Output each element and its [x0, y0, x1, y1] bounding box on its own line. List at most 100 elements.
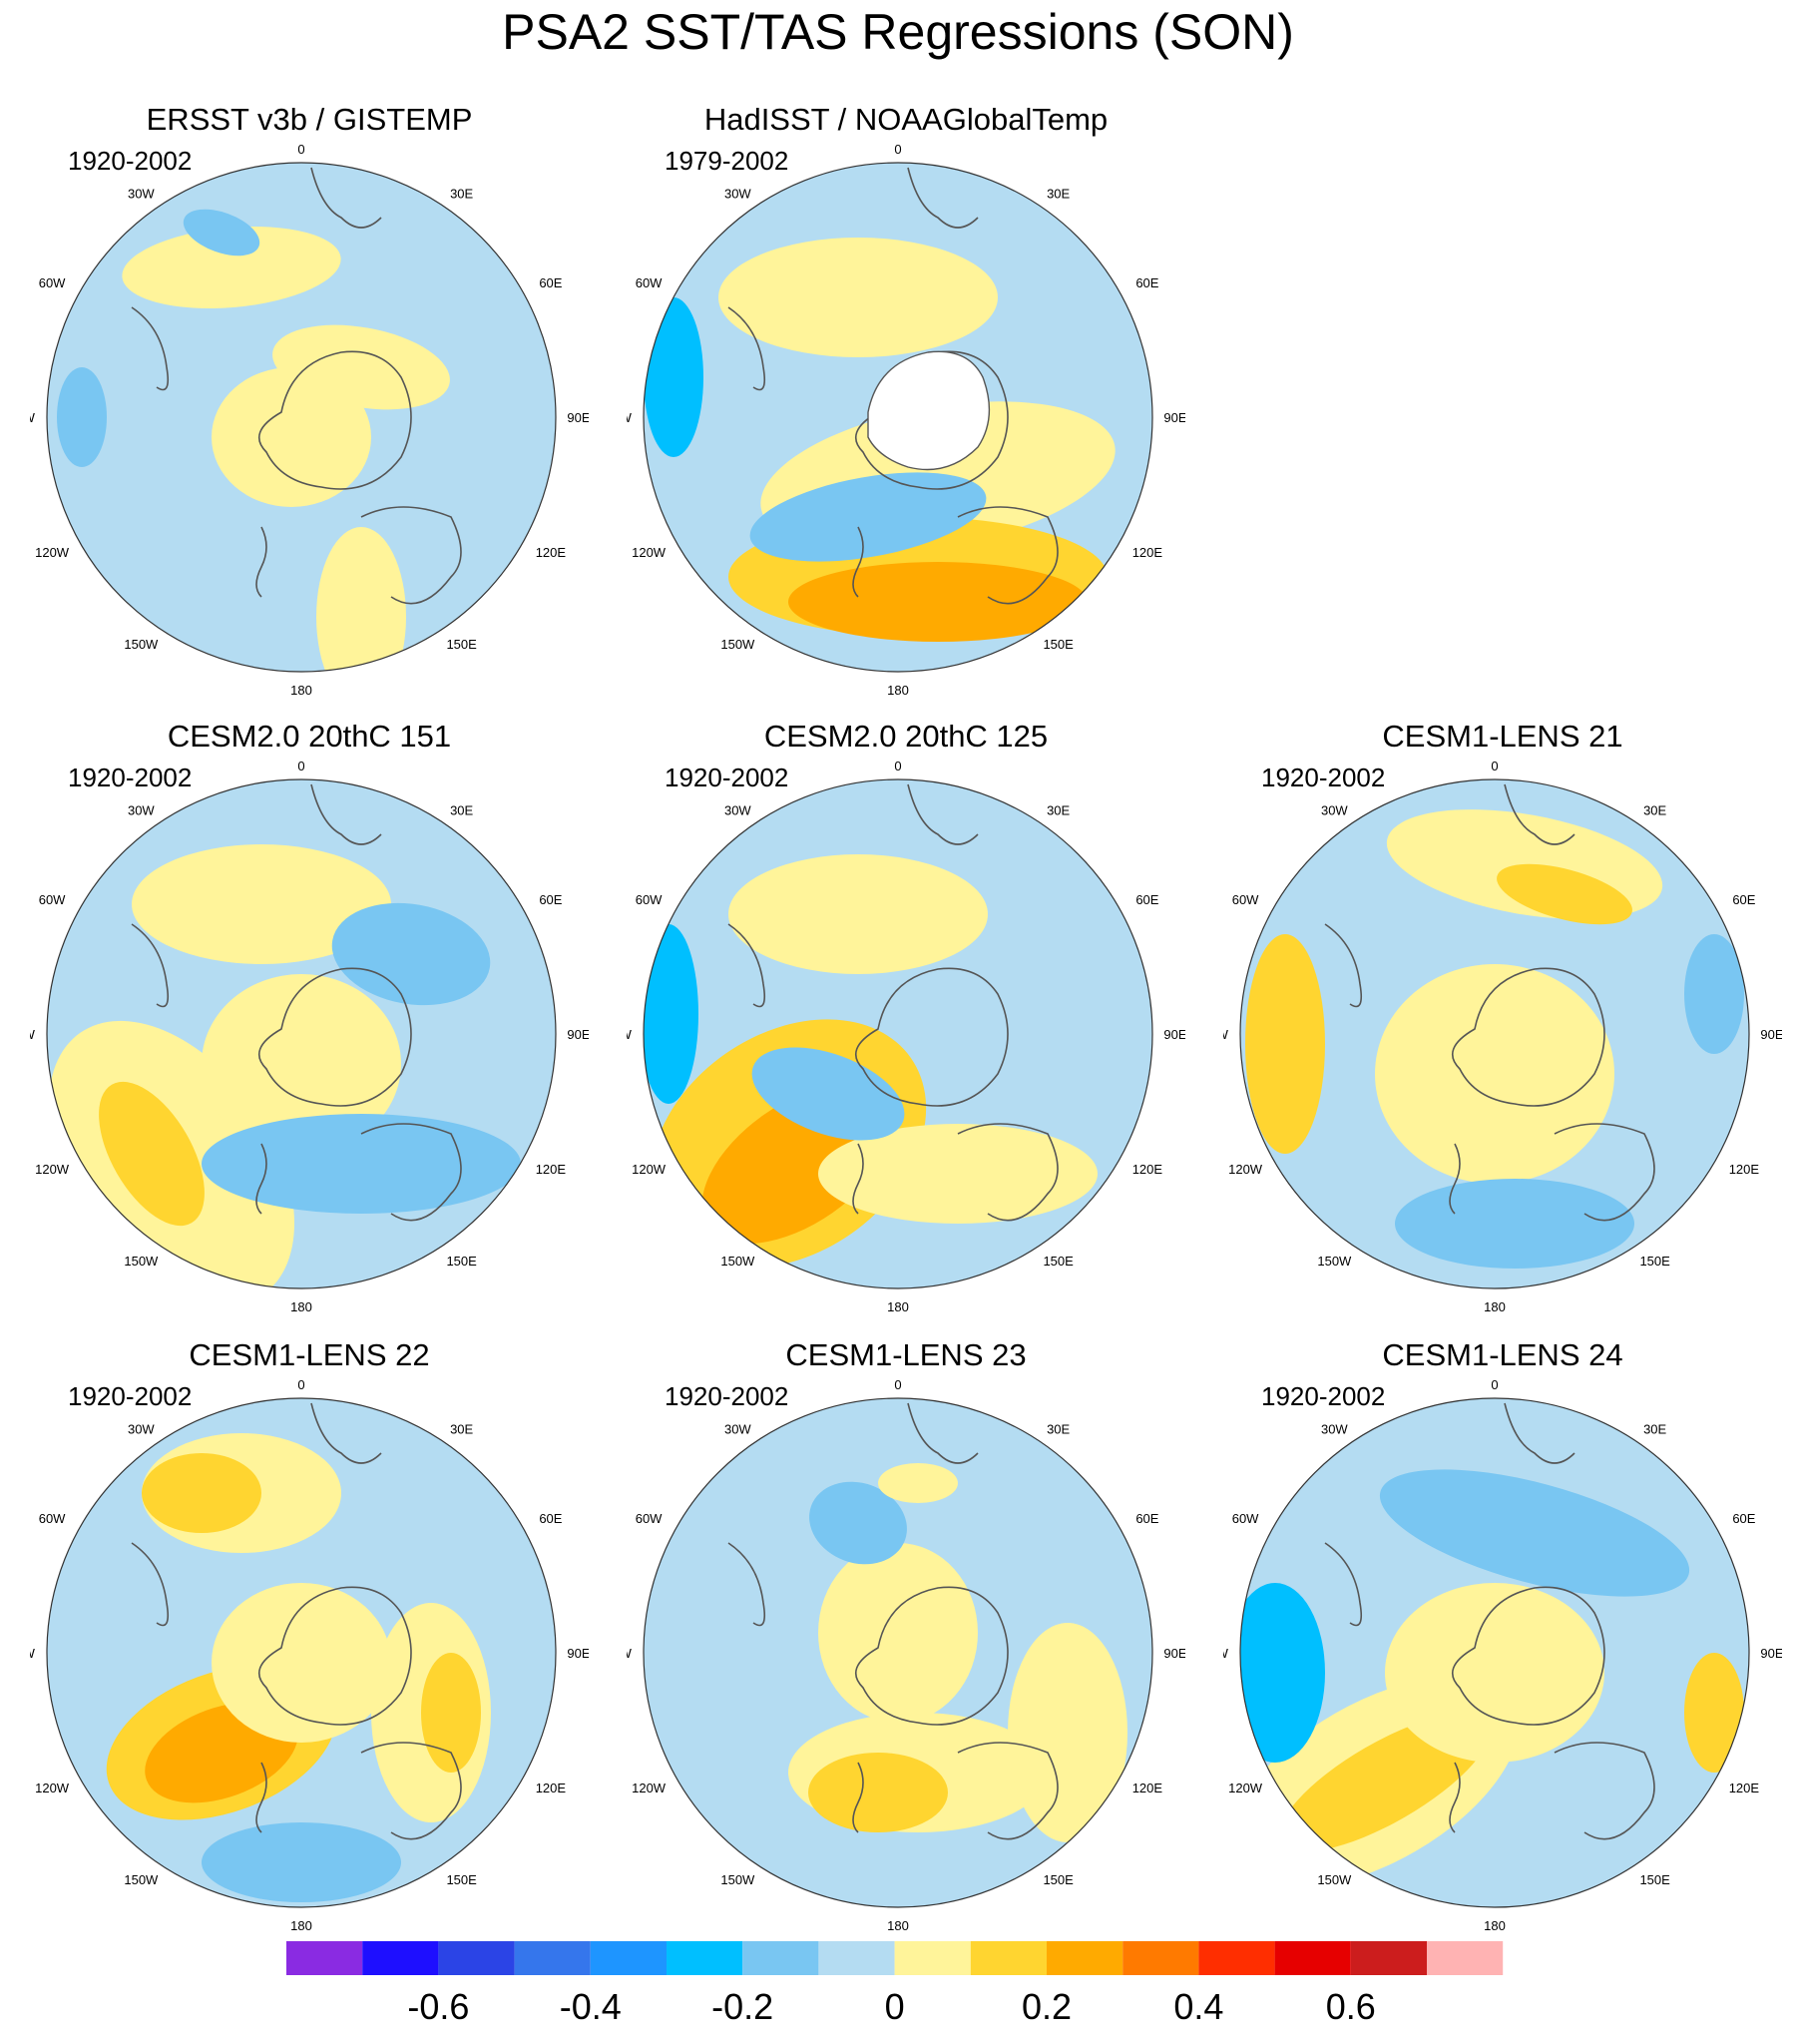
- colorbar-tick-label: -0.6: [407, 1986, 469, 2027]
- longitude-label: 120W: [35, 1781, 70, 1795]
- anomaly-region: [809, 1481, 907, 1565]
- panel-title: ERSST v3b / GISTEMP: [146, 102, 473, 137]
- polar-map: 0 30E 60E 90E 120E 150E 180 150W 120W 90W 60W 30W: [627, 142, 1185, 698]
- longitude-label: 150E: [1043, 637, 1074, 652]
- polar-map: 0 30E 60E 90E 120E 150E 180 150W 120W 90W 60W 30W: [627, 1377, 1185, 1933]
- longitude-label: 30E: [1047, 803, 1070, 818]
- longitude-label: 150W: [1317, 1872, 1352, 1887]
- anomaly-region: [1385, 1583, 1604, 1763]
- panel-title: CESM2.0 20thC 125: [763, 719, 1049, 754]
- anomaly-region: [202, 1114, 521, 1214]
- longitude-label: 150E: [1043, 1254, 1074, 1269]
- longitude-label: 90E: [1163, 410, 1185, 425]
- map-panel: CESM1-LENS 23 0 30E 60E 90E 120E 150E 180 150W 12…: [627, 1335, 1185, 1954]
- map-border: [46, 778, 557, 1289]
- colorbar-tick-label: 0.2: [1022, 1986, 1072, 2027]
- longitude-label: 30W: [724, 1422, 751, 1437]
- longitude-label: 60W: [636, 892, 663, 907]
- longitude-label: 180: [290, 1299, 312, 1314]
- longitude-label: 180: [887, 1918, 909, 1933]
- longitude-label: 90W: [30, 410, 36, 425]
- longitude-label: 90W: [627, 1646, 633, 1661]
- panel-title: CESM1-LENS 22: [189, 1337, 430, 1372]
- longitude-label: 120E: [1132, 1162, 1163, 1177]
- panel-period: 1920-2002: [1261, 1381, 1386, 1411]
- longitude-label: 60E: [1732, 892, 1755, 907]
- longitude-label: 120W: [35, 1162, 70, 1177]
- anomaly-region: [1684, 934, 1744, 1054]
- anomaly-region: [1497, 863, 1632, 925]
- longitude-label: 90E: [567, 1027, 589, 1042]
- field-layer: [47, 779, 556, 1288]
- longitude-label: 90E: [1760, 1646, 1782, 1661]
- longitude-label: 60E: [1732, 1511, 1755, 1526]
- longitude-label: 60W: [636, 275, 663, 290]
- longitude-label: 120E: [536, 1162, 567, 1177]
- anomaly-region: [818, 1543, 978, 1723]
- longitude-label: 90W: [627, 1027, 633, 1042]
- longitude-label: 60W: [636, 1511, 663, 1526]
- longitude-label: 90W: [627, 410, 633, 425]
- longitude-label: 90E: [1760, 1027, 1782, 1042]
- map-border: [643, 778, 1153, 1289]
- coastline: [1324, 783, 1655, 1222]
- longitude-label: 180: [1484, 1299, 1506, 1314]
- longitude-label: 30W: [1321, 803, 1348, 818]
- panel-title: CESM1-LENS 23: [785, 1337, 1027, 1372]
- longitude-label: 150W: [1317, 1254, 1352, 1269]
- longitude-label: 30W: [724, 187, 751, 202]
- longitude-label: 150E: [1639, 1254, 1670, 1269]
- longitude-label: 120W: [632, 1162, 667, 1177]
- longitude-label: 90E: [567, 410, 589, 425]
- map-border: [1239, 778, 1750, 1289]
- longitude-label: 30E: [450, 803, 473, 818]
- longitude-label: 30W: [128, 1422, 155, 1437]
- anomaly-region: [212, 1583, 391, 1743]
- field-layer: [644, 163, 1152, 672]
- colorbar-tick-label: 0: [885, 1986, 905, 2027]
- field-layer: [644, 779, 1152, 1288]
- panel-period: 1979-2002: [665, 146, 789, 176]
- map-border: [643, 162, 1153, 673]
- longitude-label: 30E: [450, 1422, 473, 1437]
- anomaly-region: [1245, 934, 1325, 1154]
- longitude-label: 30E: [1047, 1422, 1070, 1437]
- longitude-label: 0: [894, 759, 901, 773]
- map-panel: CESM1-LENS 24 0 30E 60E 90E 120E 150E 180 150W 12…: [1223, 1335, 1782, 1954]
- longitude-label: 60E: [539, 892, 562, 907]
- longitude-label: 90W: [1223, 1646, 1229, 1661]
- longitude-label: 30W: [128, 187, 155, 202]
- map-border: [643, 1397, 1153, 1908]
- polar-map: 0 30E 60E 90E 120E 150E 180 150W 120W 90W 60W 30W: [30, 1377, 589, 1933]
- longitude-label: 120W: [632, 545, 667, 560]
- field-layer: [47, 163, 556, 672]
- anomaly-region: [808, 1753, 948, 1832]
- colorbar-tick-label: 0.4: [1173, 1986, 1223, 2027]
- field-layer: [1240, 779, 1749, 1288]
- field-layer: [644, 1398, 1152, 1907]
- anomaly-region: [1375, 964, 1614, 1184]
- missing-data-region: [867, 350, 991, 471]
- longitude-label: 120E: [1729, 1781, 1760, 1795]
- field-layer: [47, 1398, 556, 1907]
- anomaly-region: [644, 297, 703, 457]
- longitude-label: 60W: [39, 275, 66, 290]
- longitude-label: 120W: [1228, 1781, 1263, 1795]
- longitude-label: 90E: [1163, 1646, 1185, 1661]
- longitude-label: 60W: [1232, 892, 1259, 907]
- figure-title: PSA2 SST/TAS Regressions (SON): [502, 4, 1294, 60]
- map-border: [46, 162, 557, 673]
- anomaly-region: [878, 1463, 958, 1503]
- longitude-label: 120E: [536, 1781, 567, 1795]
- anomaly-region: [718, 238, 998, 357]
- longitude-label: 0: [297, 142, 304, 157]
- panel-period: 1920-2002: [68, 763, 193, 792]
- longitude-label: 90W: [30, 1027, 36, 1042]
- coastline: [131, 783, 462, 1222]
- map-border: [1239, 1397, 1750, 1908]
- longitude-label: 30W: [724, 803, 751, 818]
- coastline: [131, 167, 462, 605]
- panel-title: CESM2.0 20thC 151: [167, 719, 452, 754]
- anomaly-region: [202, 1822, 401, 1902]
- polar-map: 0 30E 60E 90E 120E 150E 180 150W 120W 90W 60W 30W: [627, 759, 1185, 1314]
